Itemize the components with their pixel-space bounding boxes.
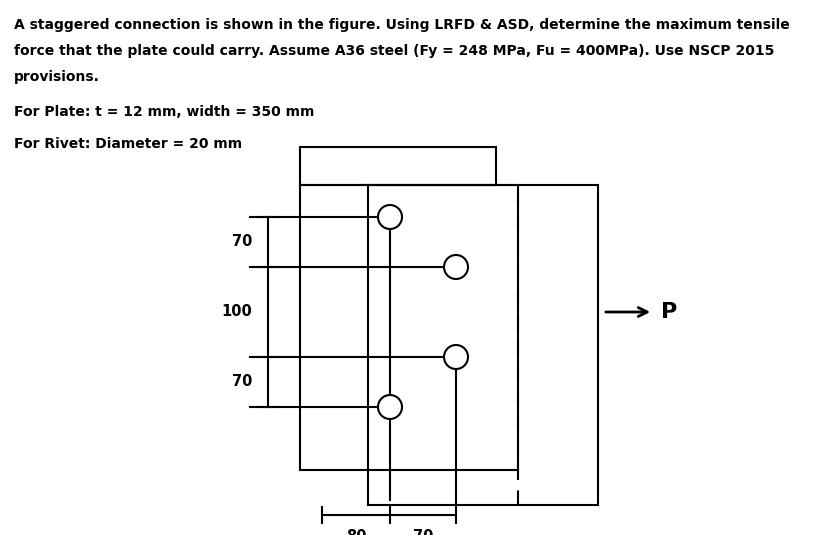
Circle shape — [444, 255, 468, 279]
Circle shape — [378, 205, 402, 229]
Text: provisions.: provisions. — [14, 70, 100, 84]
Text: 70: 70 — [413, 529, 433, 535]
Bar — [368, 185, 598, 505]
Text: A staggered connection is shown in the figure. Using LRFD & ASD, determine the m: A staggered connection is shown in the f… — [14, 18, 790, 32]
Text: P: P — [661, 302, 677, 322]
Text: 70: 70 — [231, 374, 252, 389]
Text: For Rivet: Diameter = 20 mm: For Rivet: Diameter = 20 mm — [14, 137, 242, 151]
Text: force that the plate could carry. Assume A36 steel (Fy = 248 MPa, Fu = 400MPa). : force that the plate could carry. Assume… — [14, 44, 775, 58]
Text: 70: 70 — [231, 234, 252, 249]
Bar — [300, 185, 518, 470]
Circle shape — [378, 395, 402, 419]
Text: 100: 100 — [221, 304, 252, 319]
Text: For Plate: t = 12 mm, width = 350 mm: For Plate: t = 12 mm, width = 350 mm — [14, 105, 315, 119]
Bar — [300, 147, 496, 185]
Circle shape — [444, 345, 468, 369]
Text: 80: 80 — [346, 529, 366, 535]
